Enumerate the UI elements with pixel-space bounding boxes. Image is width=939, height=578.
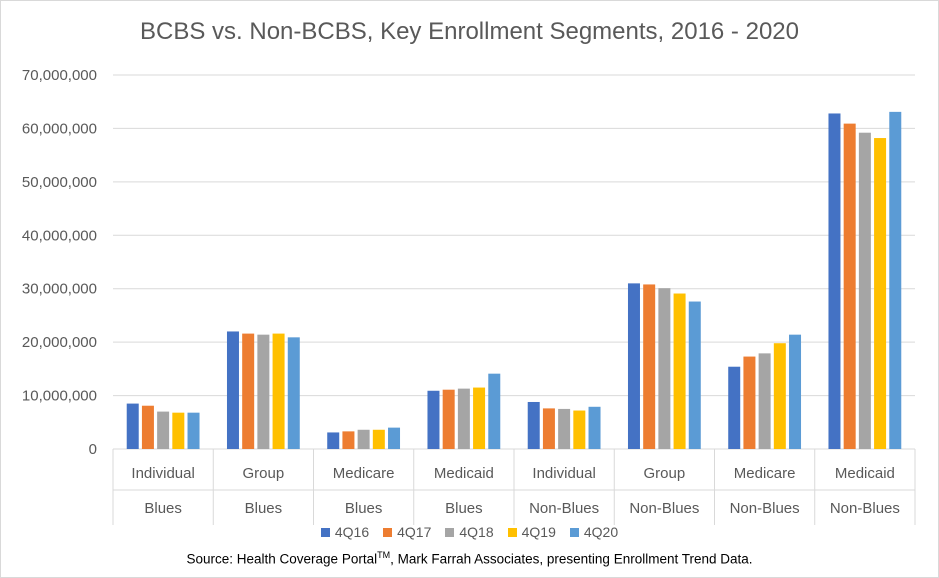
bar-4q18: [157, 411, 170, 449]
y-tick-label: 10,000,000: [22, 388, 97, 405]
legend-swatch: [507, 527, 517, 537]
bar-4q20: [388, 427, 401, 449]
legend-item: 4Q17: [383, 524, 431, 540]
x-group-label: Non-Blues: [629, 500, 699, 517]
bar-4q18: [558, 408, 571, 449]
x-group-label: Blues: [144, 500, 182, 517]
y-tick-label: 30,000,000: [22, 281, 97, 298]
legend-label: 4Q18: [459, 524, 494, 540]
bar-4q18: [457, 388, 470, 449]
x-category-label: Medicaid: [835, 465, 895, 482]
x-category-label: Group: [243, 465, 285, 482]
legend-item: 4Q19: [507, 524, 556, 540]
x-category-label: Group: [644, 465, 686, 482]
x-category-label: Medicare: [734, 465, 796, 482]
y-tick-label: 0: [89, 441, 97, 458]
source-prefix: Source: Health Coverage Portal: [186, 551, 378, 567]
bar-4q20: [688, 301, 701, 449]
bar-4q16: [728, 366, 741, 449]
bar-4q17: [743, 356, 756, 449]
y-tick-label: 40,000,000: [22, 227, 97, 244]
legend-swatch: [383, 527, 393, 537]
source-suffix: , Mark Farrah Associates, presenting Enr…: [390, 551, 753, 567]
x-group-label: Blues: [445, 500, 483, 517]
bar-4q16: [427, 390, 440, 449]
bar-4q19: [172, 412, 185, 449]
x-group-label: Blues: [345, 500, 383, 517]
x-category-label: Individual: [131, 465, 194, 482]
bar-4q18: [758, 353, 771, 449]
bar-4q19: [272, 333, 285, 449]
bar-4q17: [843, 123, 856, 450]
x-category-label: Medicare: [333, 465, 395, 482]
bar-4q17: [643, 284, 656, 449]
source-note: Source: Health Coverage PortalTM, Mark F…: [0, 550, 939, 567]
bar-4q17: [342, 431, 355, 449]
x-group-label: Non-Blues: [529, 500, 599, 517]
bar-4q16: [327, 432, 340, 449]
bar-4q17: [442, 389, 455, 449]
legend-label: 4Q20: [583, 524, 619, 540]
bar-4q20: [889, 111, 902, 449]
bar-4q17: [141, 405, 154, 449]
x-category-label: Medicaid: [434, 465, 494, 482]
legend-swatch: [569, 527, 579, 537]
legend-item: 4Q18: [445, 524, 494, 540]
legend-swatch: [445, 527, 455, 537]
legend-swatch: [320, 527, 330, 537]
x-group-label: Non-Blues: [730, 500, 800, 517]
bar-4q18: [658, 288, 671, 449]
y-tick-label: 60,000,000: [22, 120, 97, 137]
legend-label: 4Q19: [521, 524, 556, 540]
x-group-label: Non-Blues: [830, 500, 900, 517]
bar-4q16: [226, 331, 239, 449]
source-superscript: TM: [377, 550, 391, 560]
bar-4q19: [372, 429, 385, 449]
bar-4q16: [126, 403, 139, 449]
x-category-label: Individual: [532, 465, 595, 482]
bar-4q19: [773, 343, 786, 449]
y-tick-label: 50,000,000: [22, 174, 97, 191]
bar-4q18: [357, 429, 370, 449]
bar-4q17: [242, 333, 255, 449]
bar-4q20: [488, 373, 501, 449]
bar-4q16: [627, 283, 640, 449]
y-tick-label: 70,000,000: [22, 67, 97, 84]
legend-item: 4Q20: [569, 524, 619, 540]
bar-4q19: [673, 293, 686, 449]
bar-4q20: [789, 334, 802, 449]
legend-item: 4Q16: [320, 524, 370, 540]
bar-4q19: [874, 138, 887, 449]
bar-4q16: [527, 401, 540, 449]
legend-label: 4Q16: [334, 524, 370, 540]
bar-4q17: [542, 408, 555, 449]
bar-4q20: [187, 412, 200, 449]
bar-4q19: [473, 387, 486, 449]
chart-legend: 4Q16 4Q17 4Q18 4Q19 4Q20: [0, 524, 939, 540]
bar-4q20: [588, 406, 601, 449]
y-tick-label: 20,000,000: [22, 334, 97, 351]
legend-label: 4Q17: [397, 524, 432, 540]
bar-4q18: [257, 334, 270, 449]
bar-4q16: [828, 113, 841, 450]
bar-4q19: [573, 410, 586, 449]
bar-4q18: [858, 132, 871, 449]
chart-title: BCBS vs. Non-BCBS, Key Enrollment Segmen…: [140, 18, 799, 45]
bar-4q20: [287, 337, 300, 449]
x-group-label: Blues: [245, 500, 283, 517]
